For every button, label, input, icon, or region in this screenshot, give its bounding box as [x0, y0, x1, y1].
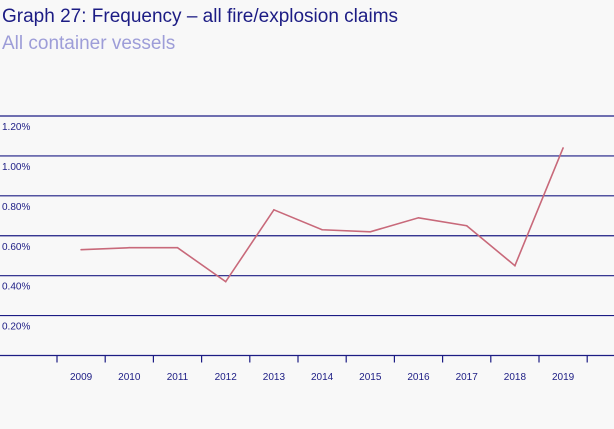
data-point — [465, 224, 468, 227]
x-tick-label: 2010 — [118, 372, 141, 383]
data-point — [176, 246, 179, 249]
data-point — [562, 147, 564, 149]
y-tick-label: 0.40% — [2, 282, 30, 293]
series-line — [81, 147, 564, 283]
data-point — [417, 216, 420, 219]
x-tick-label: 2015 — [359, 372, 382, 383]
x-tick-label: 2019 — [552, 372, 575, 383]
x-tick-label: 2014 — [311, 372, 334, 383]
y-tick-label: 1.20% — [2, 122, 30, 133]
chart-title: Graph 27: Frequency – all fire/explosion… — [2, 6, 399, 27]
data-point — [80, 248, 82, 251]
y-tick-label: 0.60% — [2, 242, 30, 253]
x-tick-label: 2012 — [215, 372, 238, 383]
x-tick-label: 2016 — [407, 372, 430, 383]
x-tick-label: 2017 — [456, 372, 479, 383]
y-tick-label: 1.00% — [2, 162, 30, 173]
x-tick-label: 2018 — [504, 372, 527, 383]
x-tick-label: 2011 — [167, 372, 189, 383]
y-tick-label: 0.80% — [2, 202, 30, 213]
data-point — [224, 280, 227, 283]
data-point — [369, 230, 372, 233]
y-tick-label: 0.20% — [2, 322, 30, 333]
x-tick-label: 2009 — [70, 372, 93, 383]
data-point — [321, 228, 323, 231]
x-tick-label: 2013 — [263, 372, 286, 383]
data-point — [514, 264, 516, 267]
data-point — [273, 209, 275, 211]
chart-subtitle: All container vessels — [2, 33, 176, 54]
data-point — [128, 246, 131, 249]
